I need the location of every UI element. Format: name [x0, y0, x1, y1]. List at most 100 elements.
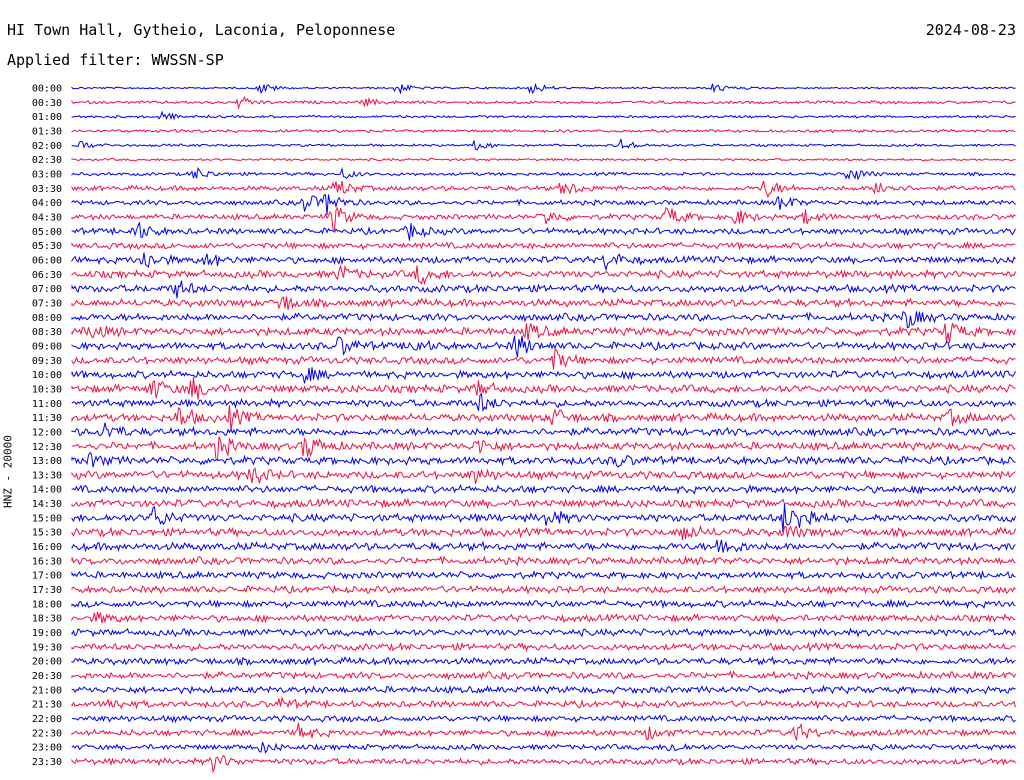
trace-0230	[71, 157, 1016, 162]
row-label-1530: 15:30	[32, 528, 62, 539]
trace-0600	[71, 252, 1016, 272]
trace-0100	[71, 110, 1016, 121]
trace-0130	[71, 128, 1016, 134]
row-label-0730: 07:30	[32, 298, 62, 309]
trace-1900	[71, 627, 1016, 638]
row-label-0900: 09:00	[32, 341, 62, 352]
row-label-1700: 17:00	[32, 571, 62, 582]
row-label-2330: 23:30	[32, 757, 62, 768]
trace-0830	[71, 322, 1016, 343]
trace-0500	[71, 222, 1016, 241]
row-label-1600: 16:00	[32, 542, 62, 553]
row-label-0030: 00:30	[32, 98, 62, 109]
date-label: 2024-08-23	[925, 21, 1016, 39]
row-label-0200: 02:00	[32, 141, 62, 152]
station-title: HI Town Hall, Gytheio, Laconia, Peloponn…	[7, 21, 396, 39]
row-label-0800: 08:00	[32, 313, 62, 324]
row-label-1330: 13:30	[32, 470, 62, 481]
row-label-2230: 22:30	[32, 728, 62, 739]
row-label-1930: 19:30	[32, 642, 62, 653]
trace-0530	[71, 240, 1016, 251]
row-label-1130: 11:30	[32, 413, 62, 424]
row-label-0330: 03:30	[32, 184, 62, 195]
row-label-1500: 15:00	[32, 513, 62, 524]
trace-2230	[71, 722, 1016, 741]
trace-1330	[71, 467, 1016, 484]
row-label-0600: 06:00	[32, 255, 62, 266]
trace-0400	[71, 193, 1016, 216]
row-labels: 00:00 00:30 01:00 01:30 02:00 02:30 03:00 03:30…	[32, 84, 62, 769]
trace-1500	[71, 503, 1016, 533]
trace-0630	[71, 264, 1016, 286]
trace-2300	[71, 741, 1016, 754]
row-label-0400: 04:00	[32, 198, 62, 209]
trace-1530	[71, 524, 1016, 541]
row-label-2130: 21:30	[32, 700, 62, 711]
trace-0800	[71, 311, 1016, 329]
trace-1230	[71, 436, 1016, 461]
trace-0430	[71, 206, 1016, 231]
trace-1630	[71, 555, 1016, 567]
trace-0900	[71, 335, 1016, 358]
trace-1130	[71, 405, 1016, 431]
row-label-0930: 09:30	[32, 356, 62, 367]
trace-1430	[71, 497, 1016, 510]
trace-0330	[71, 180, 1016, 199]
row-label-1000: 10:00	[32, 370, 62, 381]
trace-2000	[71, 655, 1016, 667]
row-label-0300: 03:00	[32, 169, 62, 180]
trace-1300	[71, 451, 1016, 468]
trace-1800	[71, 598, 1016, 609]
row-label-1400: 14:00	[32, 485, 62, 496]
trace-1830	[71, 611, 1016, 624]
trace-0730	[71, 296, 1016, 310]
row-label-1800: 18:00	[32, 599, 62, 610]
trace-1930	[71, 641, 1016, 653]
row-label-2100: 21:00	[32, 685, 62, 696]
row-label-1630: 16:30	[32, 556, 62, 567]
row-label-2200: 22:00	[32, 714, 62, 725]
trace-0700	[71, 280, 1016, 299]
trace-lines	[71, 82, 1016, 774]
trace-2200	[71, 714, 1016, 724]
row-label-1100: 11:00	[32, 399, 62, 410]
trace-1200	[71, 422, 1016, 438]
row-label-1300: 13:00	[32, 456, 62, 467]
row-label-2000: 20:00	[32, 657, 62, 668]
row-label-1230: 12:30	[32, 442, 62, 453]
row-label-0700: 07:00	[32, 284, 62, 295]
row-label-2300: 23:00	[32, 743, 62, 754]
trace-2030	[71, 669, 1016, 681]
row-label-1900: 19:00	[32, 628, 62, 639]
trace-0300	[71, 166, 1016, 181]
row-label-0000: 00:00	[32, 84, 62, 95]
trace-1730	[71, 584, 1016, 595]
trace-2100	[71, 684, 1016, 695]
trace-1400	[71, 484, 1016, 495]
row-label-0130: 01:30	[32, 126, 62, 137]
trace-0200	[71, 138, 1016, 151]
row-label-0830: 08:30	[32, 327, 62, 338]
row-label-1730: 17:30	[32, 585, 62, 596]
trace-2130	[71, 696, 1016, 710]
row-label-2030: 20:30	[32, 671, 62, 682]
row-label-1200: 12:00	[32, 427, 62, 438]
filter-label: Applied filter: WWSSN-SP	[7, 51, 224, 69]
trace-0030	[71, 95, 1016, 110]
row-label-0230: 02:30	[32, 155, 62, 166]
row-label-0630: 06:30	[32, 270, 62, 281]
row-label-0500: 05:00	[32, 227, 62, 238]
trace-1600	[71, 539, 1016, 553]
row-label-1430: 14:30	[32, 499, 62, 510]
trace-0930	[71, 349, 1016, 370]
trace-1700	[71, 569, 1016, 581]
trace-1030	[71, 376, 1016, 400]
trace-0000	[71, 82, 1016, 95]
trace-1000	[71, 367, 1016, 384]
row-label-0430: 04:30	[32, 212, 62, 223]
row-label-0100: 01:00	[32, 112, 62, 123]
trace-2330	[71, 754, 1016, 774]
row-label-0530: 05:30	[32, 241, 62, 252]
trace-1100	[71, 392, 1016, 413]
